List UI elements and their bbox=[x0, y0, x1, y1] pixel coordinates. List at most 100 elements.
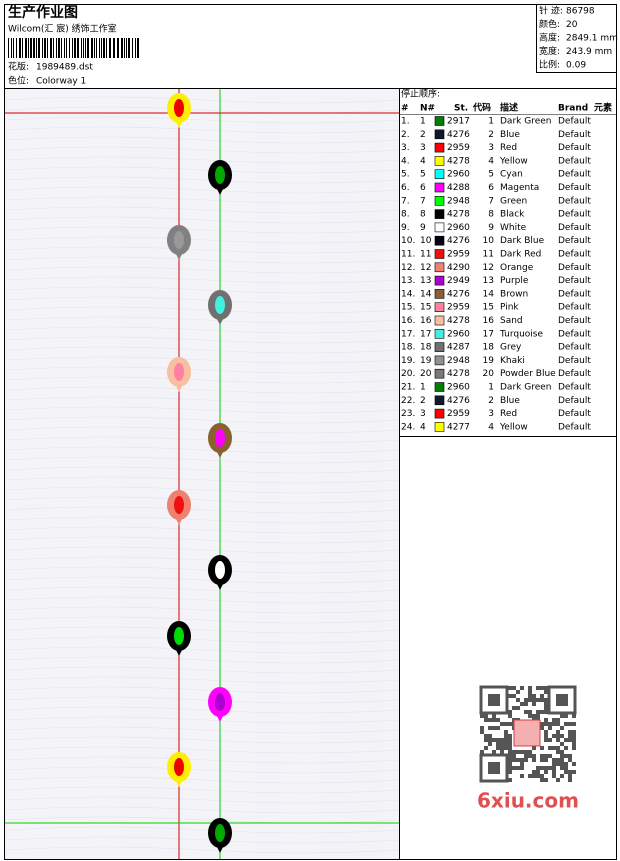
qr-cell bbox=[484, 738, 488, 742]
qr-cell bbox=[572, 714, 576, 718]
swatch bbox=[434, 355, 445, 366]
wave bbox=[4, 636, 400, 644]
wave bbox=[4, 416, 400, 424]
bar bbox=[96, 38, 97, 58]
wave bbox=[4, 216, 400, 224]
description: Orange bbox=[500, 263, 534, 273]
info-value: 243.9 mm bbox=[566, 47, 612, 57]
stitches: 4288 bbox=[447, 183, 470, 193]
swatch bbox=[434, 182, 445, 193]
row-number: 10. bbox=[401, 236, 415, 246]
bar bbox=[69, 38, 70, 58]
needle: 13 bbox=[420, 276, 431, 286]
qr-cell bbox=[556, 778, 560, 782]
motif-inner bbox=[215, 296, 225, 314]
qr-cell bbox=[516, 766, 520, 770]
qr-finder bbox=[556, 694, 568, 706]
qr-cell bbox=[568, 770, 572, 774]
info-label: 针 迹: bbox=[539, 5, 563, 17]
wave bbox=[4, 286, 400, 294]
qr-cell bbox=[520, 702, 524, 706]
motif-tip bbox=[217, 189, 223, 195]
swatch bbox=[434, 235, 445, 246]
row-number: 5. bbox=[401, 170, 410, 180]
description: Brown bbox=[500, 289, 528, 299]
bar bbox=[101, 38, 102, 58]
bar bbox=[36, 38, 37, 58]
bar bbox=[8, 38, 9, 58]
motif-tip bbox=[176, 519, 182, 525]
qr-cell bbox=[548, 766, 552, 770]
qr-cell bbox=[528, 710, 532, 714]
qr-cell bbox=[540, 746, 544, 750]
watermark: 6xiu.com bbox=[477, 789, 579, 813]
stop-table: # N# St. 代码 描述 Brand 元素1. 1 2917 1 Dark Green Defau… bbox=[399, 102, 617, 432]
qr-cell bbox=[520, 766, 524, 770]
wave bbox=[4, 536, 400, 544]
qr-cell bbox=[540, 698, 544, 702]
qr-cell bbox=[480, 714, 484, 718]
code: 4 bbox=[488, 422, 494, 432]
qr-cell bbox=[572, 762, 576, 766]
bar bbox=[91, 38, 93, 58]
qr-cell bbox=[556, 730, 560, 734]
bar bbox=[13, 38, 14, 58]
code: 16 bbox=[483, 316, 495, 326]
swatch bbox=[434, 395, 445, 406]
qr-cell bbox=[508, 762, 512, 766]
wave bbox=[4, 236, 400, 244]
column-header: 元素 bbox=[594, 102, 612, 114]
qr-cell bbox=[572, 722, 576, 726]
row-number: 12. bbox=[401, 263, 415, 273]
qr-finder bbox=[547, 685, 577, 715]
motif bbox=[167, 621, 191, 656]
needle: 6 bbox=[420, 183, 426, 193]
qr-cell bbox=[504, 742, 508, 746]
bar bbox=[132, 38, 133, 58]
motif bbox=[167, 225, 191, 260]
swatch bbox=[434, 142, 445, 153]
description: Powder Blue bbox=[500, 369, 556, 379]
motif bbox=[167, 357, 191, 392]
bar bbox=[58, 38, 60, 58]
qr-cell bbox=[556, 758, 560, 762]
bar bbox=[22, 38, 23, 58]
qr-cell bbox=[552, 774, 556, 778]
bar bbox=[137, 38, 139, 58]
swatch bbox=[434, 116, 445, 126]
needle: 9 bbox=[420, 223, 426, 233]
bar bbox=[33, 38, 35, 58]
barcode bbox=[8, 38, 139, 58]
qr-cell bbox=[540, 686, 544, 690]
bar bbox=[53, 38, 54, 58]
qr-cell bbox=[520, 774, 524, 778]
wave bbox=[4, 576, 400, 584]
qr-cell bbox=[572, 746, 576, 750]
qr-logo bbox=[513, 719, 541, 747]
stitches: 2960 bbox=[447, 383, 470, 393]
qr-cell bbox=[552, 762, 556, 766]
stitches: 2960 bbox=[447, 170, 470, 180]
brand: Default bbox=[558, 223, 591, 233]
brand: Default bbox=[558, 369, 591, 379]
qr-cell bbox=[560, 762, 564, 766]
stitches: 4287 bbox=[447, 343, 470, 353]
wave bbox=[4, 746, 400, 754]
wave bbox=[4, 666, 400, 674]
qr-cell bbox=[544, 758, 548, 762]
qr-cell bbox=[508, 742, 512, 746]
motif-inner bbox=[215, 166, 225, 184]
wave bbox=[4, 376, 400, 384]
wave bbox=[4, 366, 400, 374]
column-header: 代码 bbox=[472, 102, 491, 114]
motif bbox=[167, 752, 191, 787]
info-value: 20 bbox=[566, 20, 578, 30]
brand: Default bbox=[558, 289, 591, 299]
qr-cell bbox=[568, 734, 572, 738]
bar bbox=[30, 38, 32, 58]
column-header: St. bbox=[454, 104, 468, 114]
wave bbox=[4, 276, 400, 284]
description: Yellow bbox=[499, 422, 528, 432]
wave bbox=[4, 446, 400, 454]
